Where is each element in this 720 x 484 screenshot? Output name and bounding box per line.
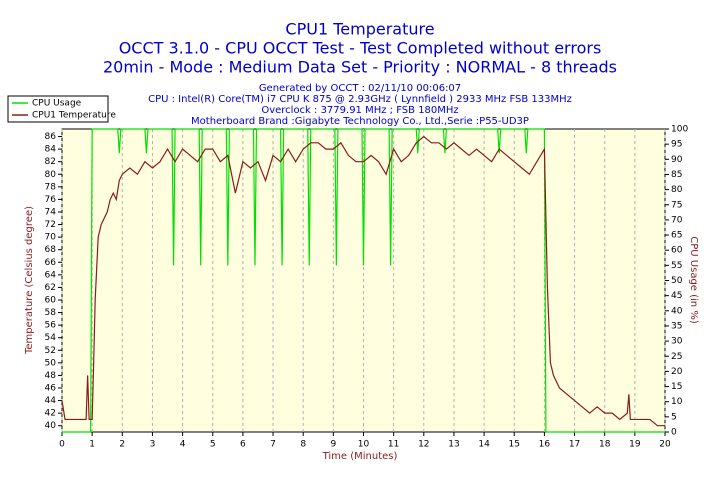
y2-tick-label: 55 bbox=[671, 261, 682, 271]
x-tick-label: 14 bbox=[478, 440, 490, 450]
x-tick-label: 9 bbox=[330, 440, 336, 450]
y-tick-label: 46 bbox=[45, 383, 57, 393]
info: CPU : Intel(R) Core(TM) i7 CPU K 875 @ 2… bbox=[148, 94, 572, 105]
x-tick-label: 13 bbox=[448, 440, 459, 450]
x-tick-label: 3 bbox=[150, 440, 156, 450]
y-tick-label: 62 bbox=[45, 283, 56, 293]
y-tick-label: 82 bbox=[45, 157, 56, 167]
y2-tick-label: 10 bbox=[671, 397, 683, 407]
y2-tick-label: 60 bbox=[671, 246, 683, 256]
y-tick-label: 48 bbox=[45, 371, 57, 381]
x-tick-label: 10 bbox=[358, 440, 370, 450]
x-tick-label: 18 bbox=[599, 440, 611, 450]
y-tick-label: 72 bbox=[45, 220, 56, 230]
x-tick-label: 17 bbox=[569, 440, 580, 450]
y-tick-label: 54 bbox=[45, 333, 57, 343]
y2-tick-label: 50 bbox=[671, 276, 683, 286]
info: Motherboard Brand :Gigabyte Technology C… bbox=[191, 116, 529, 127]
x-tick-label: 16 bbox=[539, 440, 551, 450]
series-line bbox=[62, 128, 665, 433]
y-tick-label: 64 bbox=[45, 270, 57, 280]
y-tick-label: 66 bbox=[45, 258, 57, 268]
legend-label: CPU Usage bbox=[32, 99, 82, 109]
x-tick-label: 15 bbox=[509, 440, 520, 450]
x-tick-label: 0 bbox=[59, 440, 65, 450]
legend-label: CPU1 Temperature bbox=[32, 111, 116, 121]
x-tick-label: 20 bbox=[659, 440, 671, 450]
x-tick-label: 4 bbox=[180, 440, 186, 450]
x-tick-label: 11 bbox=[388, 440, 399, 450]
y-tick-label: 80 bbox=[45, 170, 57, 180]
x-axis-label: Time (Minutes) bbox=[322, 451, 398, 462]
y2-tick-label: 80 bbox=[671, 185, 683, 195]
y2-tick-label: 30 bbox=[671, 337, 683, 347]
chart-title: CPU1 Temperature bbox=[285, 20, 434, 39]
y-tick-label: 58 bbox=[45, 308, 57, 318]
y2-tick-label: 40 bbox=[671, 306, 683, 316]
y-tick-label: 44 bbox=[45, 396, 57, 406]
y2-tick-label: 45 bbox=[671, 291, 682, 301]
y-tick-label: 74 bbox=[45, 207, 57, 217]
y2-tick-label: 85 bbox=[671, 170, 682, 180]
y-tick-label: 56 bbox=[45, 321, 57, 331]
y2-axis-label: CPU Usage (in %) bbox=[688, 236, 699, 324]
y-tick-label: 70 bbox=[45, 233, 57, 243]
y2-tick-label: 65 bbox=[671, 231, 682, 241]
y2-tick-label: 5 bbox=[671, 412, 677, 422]
y-tick-label: 68 bbox=[45, 245, 57, 255]
y-tick-label: 84 bbox=[45, 145, 57, 155]
x-tick-label: 8 bbox=[300, 440, 306, 450]
y2-tick-label: 20 bbox=[671, 367, 683, 377]
y2-tick-label: 100 bbox=[671, 125, 688, 135]
y2-tick-label: 70 bbox=[671, 215, 683, 225]
y-tick-label: 76 bbox=[45, 195, 57, 205]
y2-tick-label: 75 bbox=[671, 200, 682, 210]
y-tick-label: 42 bbox=[45, 409, 56, 419]
y2-tick-label: 0 bbox=[671, 428, 677, 438]
y-tick-label: 60 bbox=[45, 295, 57, 305]
y-tick-label: 86 bbox=[45, 132, 57, 142]
y-tick-label: 50 bbox=[45, 358, 57, 368]
y2-tick-label: 15 bbox=[671, 382, 682, 392]
subtitle: 20min - Mode : Medium Data Set - Priorit… bbox=[103, 58, 617, 77]
x-tick-label: 7 bbox=[270, 440, 276, 450]
y2-tick-label: 25 bbox=[671, 352, 682, 362]
y2-tick-label: 90 bbox=[671, 155, 683, 165]
y-tick-label: 40 bbox=[45, 421, 57, 431]
y-axis-label: Temperature (Celsius degree) bbox=[24, 206, 35, 355]
subtitle: OCCT 3.1.0 - CPU OCCT Test - Test Comple… bbox=[119, 39, 602, 58]
info: Generated by OCCT : 02/11/10 00:06:07 bbox=[259, 83, 461, 94]
x-tick-label: 5 bbox=[210, 440, 216, 450]
legend-box bbox=[7, 95, 109, 123]
y-tick-label: 52 bbox=[45, 346, 56, 356]
x-tick-label: 19 bbox=[629, 440, 641, 450]
x-tick-label: 12 bbox=[418, 440, 429, 450]
x-tick-label: 2 bbox=[119, 440, 125, 450]
x-tick-label: 6 bbox=[240, 440, 246, 450]
x-tick-label: 1 bbox=[89, 440, 95, 450]
y2-tick-label: 95 bbox=[671, 140, 682, 150]
info: Overclock : 3779.91 MHz ; FSB 180MHz bbox=[261, 105, 458, 116]
series-line bbox=[61, 135, 665, 427]
y2-tick-label: 35 bbox=[671, 321, 682, 331]
y-tick-label: 78 bbox=[45, 182, 57, 192]
